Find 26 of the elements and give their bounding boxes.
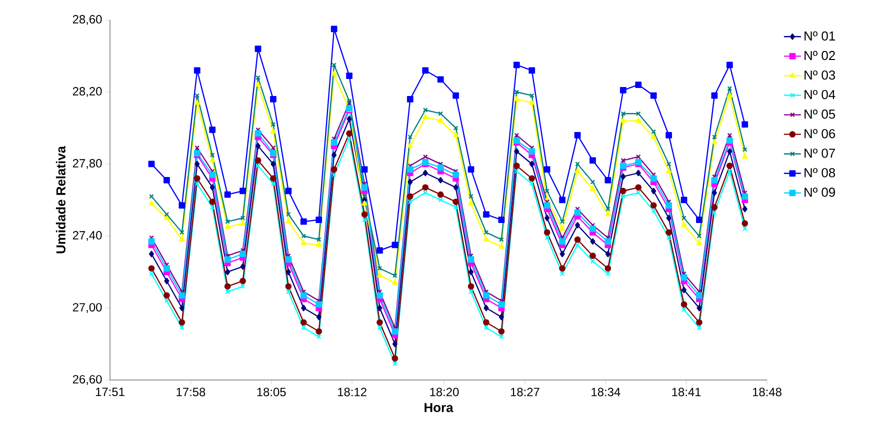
x-tick-label: 17:58 xyxy=(176,388,206,396)
legend-label: Nº 04 xyxy=(804,90,836,100)
legend-label: Nº 06 xyxy=(804,129,836,138)
x-tick-label: 18:20 xyxy=(430,388,459,396)
x-tick-label: 18:05 xyxy=(257,388,286,396)
legend-label: Nº 08 xyxy=(804,168,836,178)
x-tick-label: 18:41 xyxy=(672,388,701,396)
legend-label: Nº 05 xyxy=(804,110,836,119)
y-tick-label: 26,60 xyxy=(72,375,102,385)
x-axis-title: Hora xyxy=(424,403,454,412)
legend-label: Nº 02 xyxy=(804,50,835,60)
legend-label: Nº 07 xyxy=(804,148,835,158)
x-tick-label: 18:34 xyxy=(592,388,620,396)
x-tick-label: 18:48 xyxy=(752,388,782,396)
x-tick-label: 17:51 xyxy=(96,388,124,396)
legend-label: Nº 01 xyxy=(804,31,835,41)
y-axis-title: Umidade Relativa xyxy=(56,146,66,254)
y-tick-label: 27,40 xyxy=(72,231,102,241)
x-tick-label: 18:12 xyxy=(338,388,366,396)
legend-label: Nº 09 xyxy=(804,188,835,197)
legend-label: Nº 03 xyxy=(804,70,836,80)
y-tick-label: 28,20 xyxy=(72,87,102,97)
y-tick-label: 27,80 xyxy=(72,159,102,169)
y-tick-label: 28,60 xyxy=(72,15,102,25)
x-tick-label: 18:27 xyxy=(510,388,540,396)
y-tick-label: 27,00 xyxy=(72,303,102,313)
